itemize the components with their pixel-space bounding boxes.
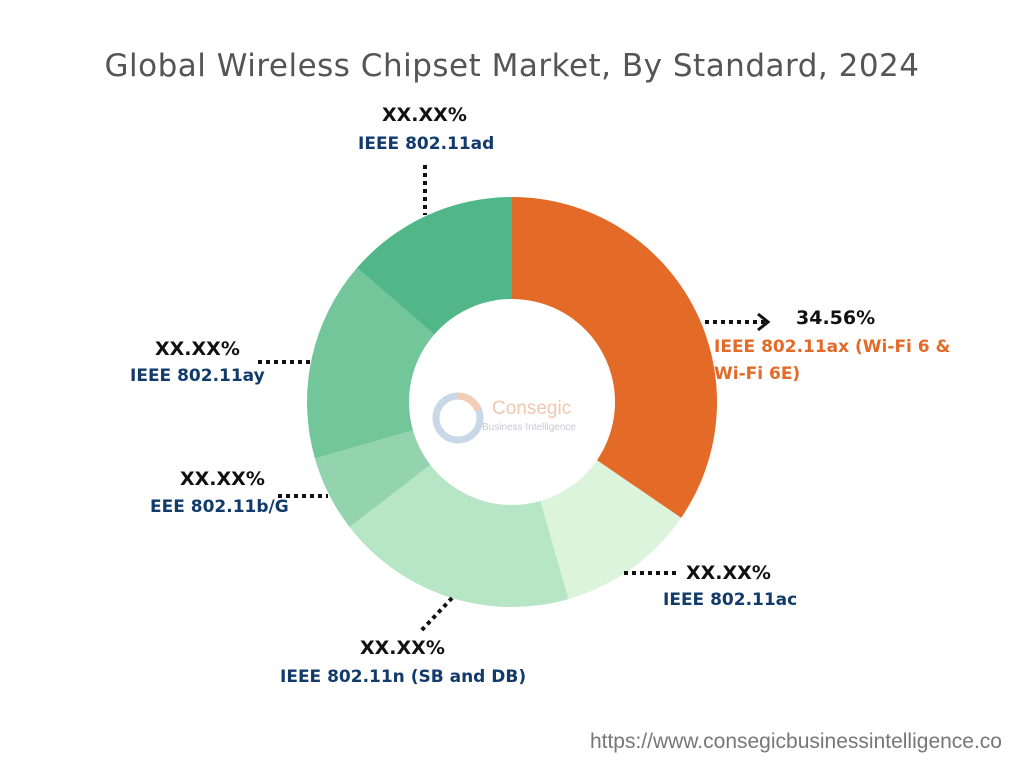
- slice-label-bg: XX.XX%: [180, 468, 265, 490]
- legend-label-bg: EEE 802.11b/G: [150, 497, 289, 517]
- donut-slice-5: [357, 197, 512, 335]
- data-label: XX.XX%: [686, 562, 771, 584]
- legend-label-ax: IEEE 802.11ax (Wi-Fi 6 & Wi-Fi 6E): [714, 337, 951, 384]
- donut-slice-3: [314, 430, 431, 528]
- data-label: XX.XX%: [382, 104, 467, 126]
- leader-lines: [258, 165, 771, 634]
- watermark-brand: Consegic: [492, 398, 571, 419]
- watermark-tagline: Business Intelligence: [482, 422, 576, 433]
- data-label: XX.XX%: [180, 468, 265, 490]
- legend-label-ad: IEEE 802.11ad: [358, 134, 495, 154]
- donut-slice-1: [540, 460, 682, 600]
- slice-label-ax: 34.56%: [796, 307, 875, 329]
- leader-line-n: [418, 596, 454, 634]
- donut-slice-2: [349, 464, 569, 607]
- slice-label-ac: XX.XX%: [686, 562, 771, 584]
- legend-label-ac: IEEE 802.11ac: [663, 590, 798, 610]
- data-label: XX.XX%: [155, 338, 240, 360]
- leader-arrow-ax: [757, 312, 771, 332]
- donut-slice-0: [512, 197, 718, 518]
- slice-label-ay: XX.XX%: [155, 338, 240, 360]
- slice-label-n: XX.XX%: [360, 637, 445, 659]
- chart-title: Global Wireless Chipset Market, By Stand…: [104, 48, 920, 84]
- data-label: 34.56%: [796, 307, 876, 329]
- source-url[interactable]: https://www.consegicbusinessintelligence…: [589, 730, 1002, 753]
- watermark-logo: Consegic Business Intelligence: [430, 380, 600, 454]
- legend-label-ay: IEEE 802.11ay: [130, 366, 265, 386]
- slice-label-ad: XX.XX%: [382, 104, 467, 126]
- legend-label-n: IEEE 802.11n (SB and DB): [280, 667, 527, 687]
- data-label: XX.XX%: [360, 637, 445, 659]
- donut-slice-4: [307, 267, 435, 459]
